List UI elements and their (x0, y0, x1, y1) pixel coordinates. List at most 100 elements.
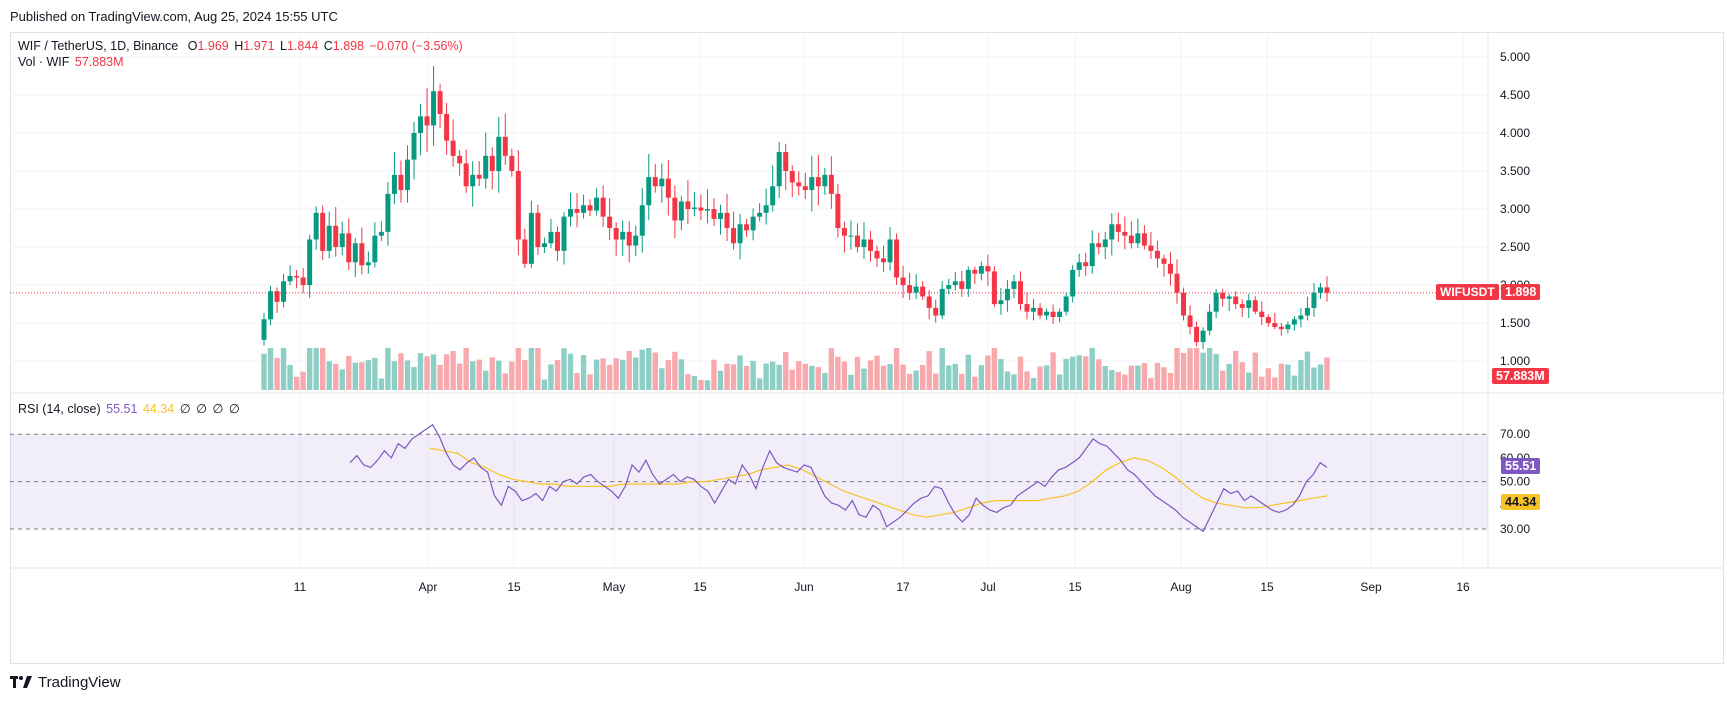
candle-body (294, 275, 300, 278)
volume-bar (1317, 364, 1324, 390)
candle-body (1200, 330, 1206, 343)
candle-body (933, 307, 939, 316)
candle-body (1063, 296, 1069, 312)
volume-bar (809, 365, 815, 390)
candle-body (587, 205, 593, 211)
candle-body (991, 271, 997, 305)
candle-body (874, 250, 880, 259)
volume-bar (613, 358, 619, 390)
candle-body (867, 239, 873, 251)
candle-body (1259, 311, 1265, 318)
candle-body (1089, 243, 1095, 267)
volume-bar (502, 373, 508, 390)
volume-bar (1024, 371, 1030, 390)
price-tick-label: 3.000 (1500, 202, 1530, 216)
volume-bar (1115, 371, 1122, 390)
candle-body (1031, 307, 1037, 312)
volume-bar (965, 354, 972, 390)
low-value: 1.844 (286, 39, 319, 53)
volume-bar (665, 360, 672, 390)
volume-bar (398, 353, 404, 390)
candle-body (268, 291, 274, 320)
candle-body (509, 155, 515, 172)
volume-bar (424, 356, 430, 390)
change-value: −0.070 (−3.56%) (369, 39, 463, 53)
volume-bar (998, 359, 1004, 390)
candle-body (815, 177, 821, 187)
candle-body (613, 228, 619, 240)
volume-bar (893, 348, 900, 390)
volume-bar (619, 359, 626, 390)
volume-bar (1128, 365, 1135, 390)
time-tick-label: May (603, 580, 626, 594)
candle-body (1076, 262, 1082, 270)
candle-body (1233, 296, 1239, 305)
candle-body (698, 207, 704, 211)
candle-body (881, 258, 887, 263)
candle-body (320, 212, 326, 251)
candle-body (711, 209, 717, 219)
volume-bar (1148, 377, 1154, 390)
candle-body (372, 235, 378, 263)
candle-body (470, 174, 476, 187)
candle-body (437, 91, 443, 115)
candle-body (496, 136, 502, 172)
candle-body (665, 178, 671, 198)
volume-bar (1037, 366, 1043, 390)
volume-bar (1278, 363, 1285, 390)
candle-body (378, 231, 384, 236)
candle-body (659, 178, 665, 187)
volume-bar (678, 359, 685, 390)
candle-body (1037, 307, 1043, 316)
empty-value-4: ∅ (228, 402, 240, 416)
price-tick-label: 2.500 (1500, 240, 1530, 254)
volume-bar (430, 354, 437, 390)
volume-bar (352, 362, 359, 390)
high-label: H (234, 39, 244, 53)
candle-body (626, 231, 632, 246)
candle-body (365, 262, 371, 266)
volume-bar (1174, 348, 1180, 390)
candle-body (1024, 304, 1030, 312)
volume-bar (769, 361, 776, 390)
candle-body (783, 152, 789, 172)
volume-bar (391, 361, 398, 390)
time-tick-label: Apr (419, 580, 438, 594)
time-tick-label: Jun (794, 580, 813, 594)
high-value: 1.971 (243, 39, 275, 53)
volume-bar (306, 348, 313, 390)
symbol-legend[interactable]: WIF / TetherUS, 1D, Binance O1.969 H1.97… (18, 39, 465, 53)
time-tick-label: 15 (1260, 580, 1274, 594)
candle-body (1304, 307, 1310, 316)
volume-bar (1050, 352, 1056, 390)
volume-bar (1200, 352, 1206, 390)
candle-body (1207, 311, 1213, 331)
volume-bar (1304, 351, 1311, 390)
volume-bar (515, 348, 522, 390)
candle-body (1011, 281, 1017, 289)
price-tick-label: 4.000 (1500, 126, 1530, 140)
volume-bar (267, 348, 274, 390)
candle-body (1252, 300, 1258, 312)
volume-bar (280, 348, 287, 390)
open-value: 1.969 (197, 39, 229, 53)
candle-body (594, 197, 600, 211)
candle-body (568, 209, 574, 217)
volume-legend[interactable]: Vol · WIF 57.883M (18, 55, 126, 69)
volume-bar (1011, 374, 1017, 390)
volume-bar (926, 351, 932, 390)
volume-bar (711, 359, 717, 390)
rsi-ma-line (429, 447, 1328, 518)
candle-body (444, 114, 450, 141)
candle-body (1265, 317, 1271, 324)
volume-bar (456, 363, 463, 390)
candle-body (1278, 326, 1284, 330)
rsi-legend[interactable]: RSI (14, close) 55.51 44.34 ∅ ∅ ∅ ∅ (18, 401, 242, 416)
price-tick-label: 4.500 (1500, 88, 1530, 102)
candle-body (261, 319, 267, 340)
chart-frame[interactable] (10, 32, 1724, 664)
volume-bar (919, 364, 926, 390)
candle-body (1057, 311, 1063, 318)
symbol-label[interactable]: WIF / TetherUS, 1D, Binance (18, 39, 179, 53)
